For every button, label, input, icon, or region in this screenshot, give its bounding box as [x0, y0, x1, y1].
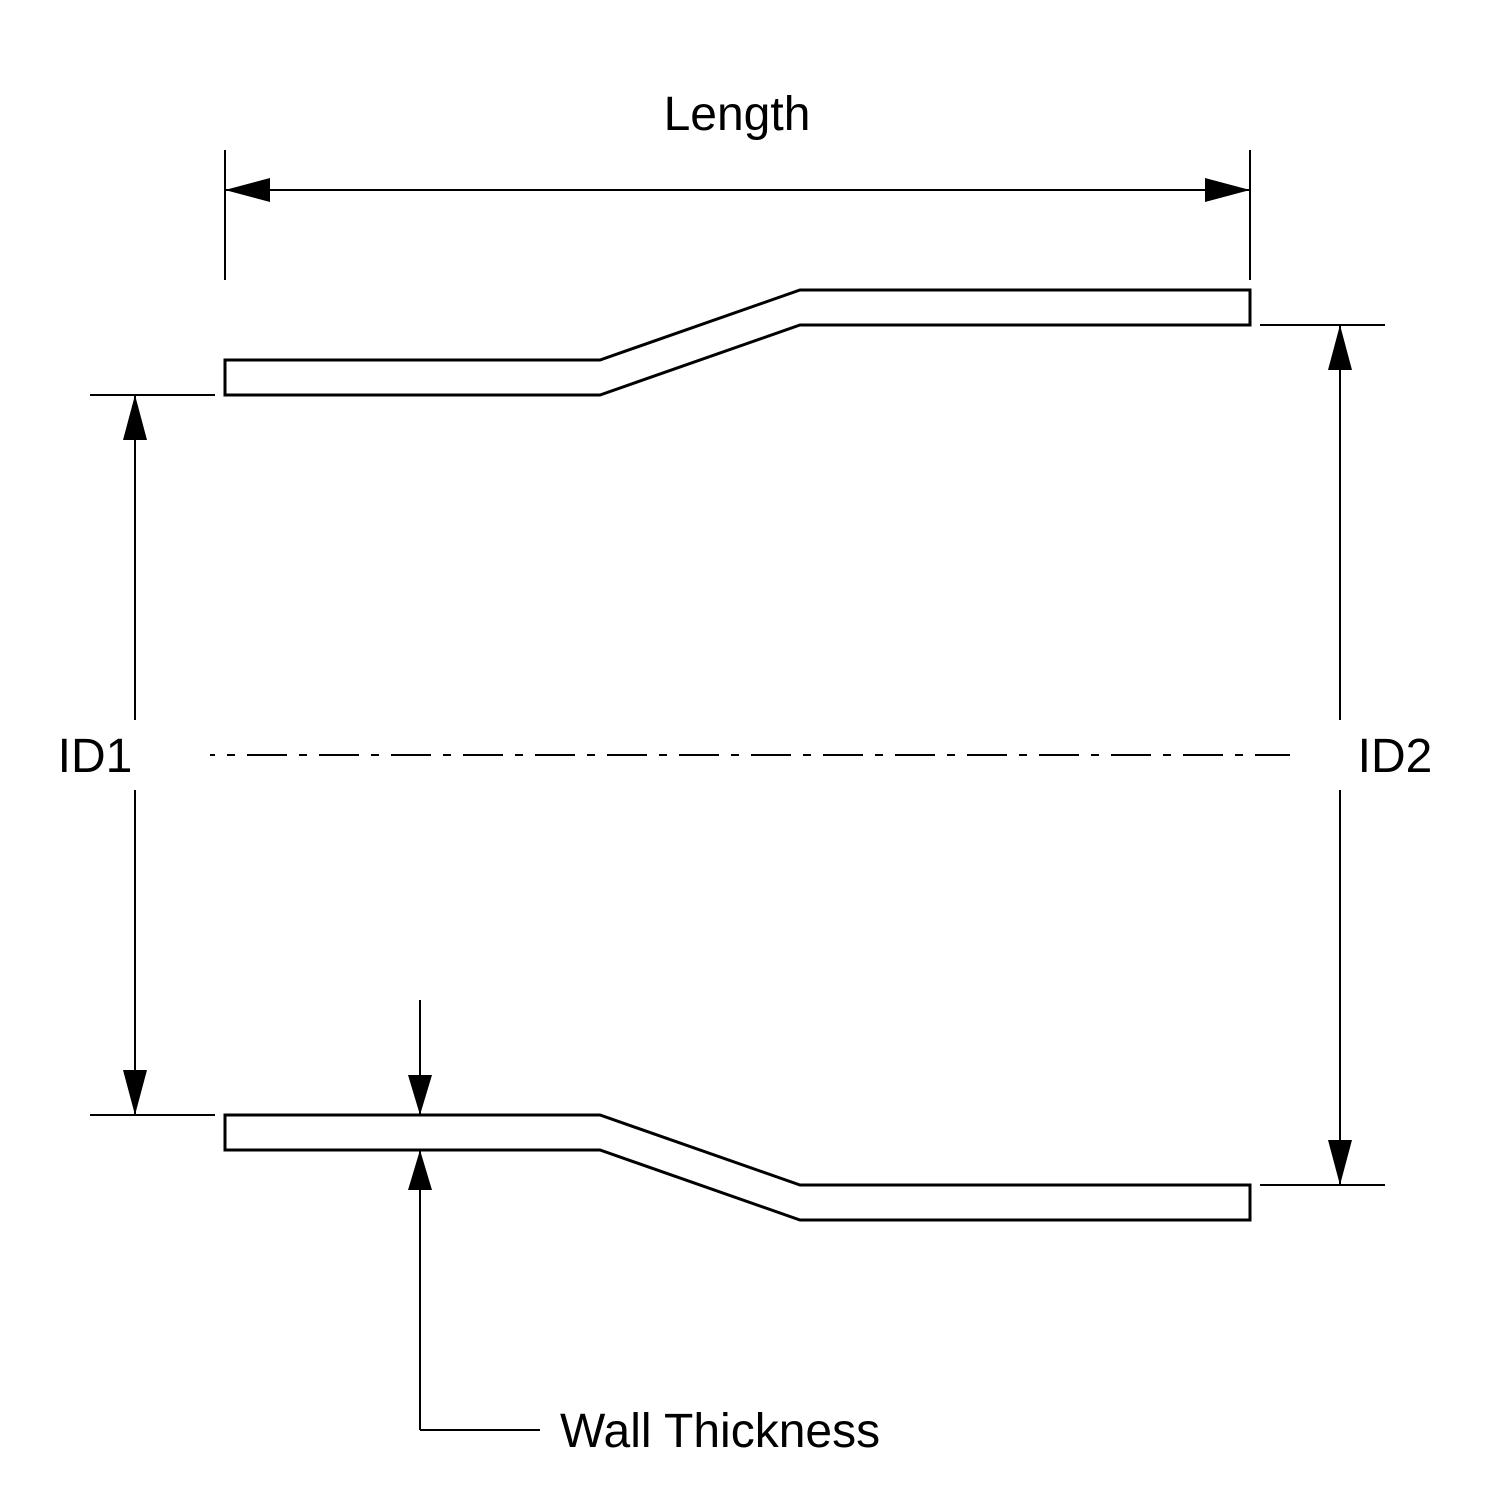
top-wall-section	[225, 290, 1250, 395]
wall-arrow-lower-head	[408, 1150, 432, 1190]
wall-arrow-upper-head	[408, 1075, 432, 1115]
wall-thickness-label: Wall Thickness	[560, 1405, 880, 1458]
length-label: Length	[664, 88, 811, 141]
length-arrow-left	[225, 178, 270, 202]
id1-arrow-top	[123, 395, 147, 440]
id1-arrow-bot	[123, 1070, 147, 1115]
id2-arrow-top	[1328, 325, 1352, 370]
technical-drawing: Length ID1 ID2 Wall Thickness	[0, 0, 1510, 1510]
id2-label: ID2	[1358, 730, 1433, 783]
length-arrow-right	[1205, 178, 1250, 202]
id2-arrow-bot	[1328, 1140, 1352, 1185]
id1-label: ID1	[58, 730, 133, 783]
bottom-wall-section	[225, 1115, 1250, 1220]
